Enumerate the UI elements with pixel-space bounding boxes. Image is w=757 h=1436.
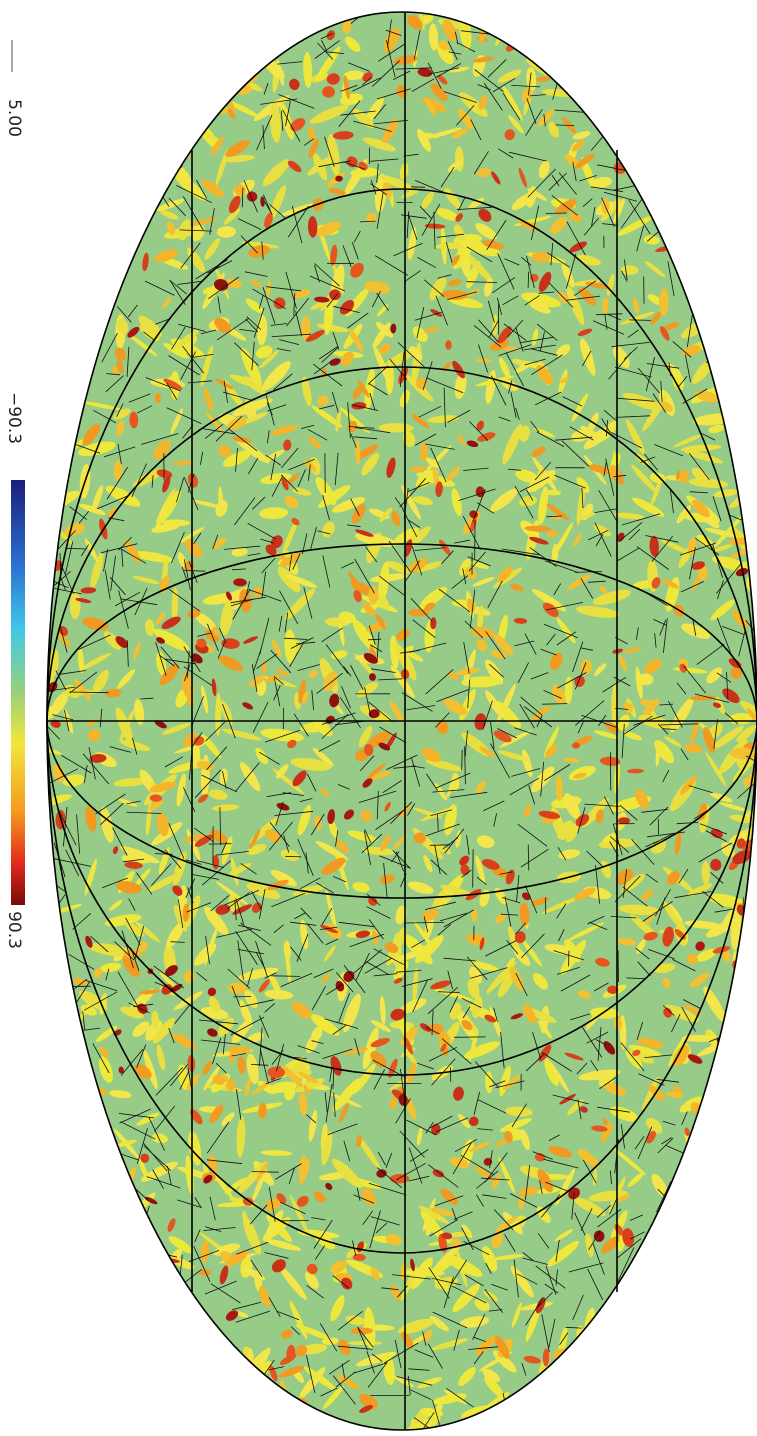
polarization-vector bbox=[629, 320, 651, 321]
intensity-feature bbox=[228, 1046, 251, 1054]
polarization-vector bbox=[430, 845, 450, 846]
vector-scale-label: 5.00 bbox=[4, 99, 24, 137]
intensity-feature bbox=[212, 855, 219, 869]
polarization-vector bbox=[411, 187, 425, 188]
polarization-vector bbox=[546, 213, 567, 214]
colorbar-max-label: 90.3 bbox=[4, 911, 24, 949]
intensity-feature bbox=[70, 591, 81, 619]
colorbar-min-label: −90.3 bbox=[4, 392, 24, 444]
page: {"vector_scale": {"label": "5.00"}, "col… bbox=[0, 0, 757, 1436]
sky-map-figure: 5.00 −90.3 90.3 bbox=[0, 0, 757, 1436]
intensity-feature bbox=[618, 817, 630, 824]
polarization-vector bbox=[462, 750, 463, 771]
colorbar bbox=[11, 480, 25, 905]
intensity-feature bbox=[335, 176, 343, 182]
polarization-vector bbox=[528, 272, 529, 288]
